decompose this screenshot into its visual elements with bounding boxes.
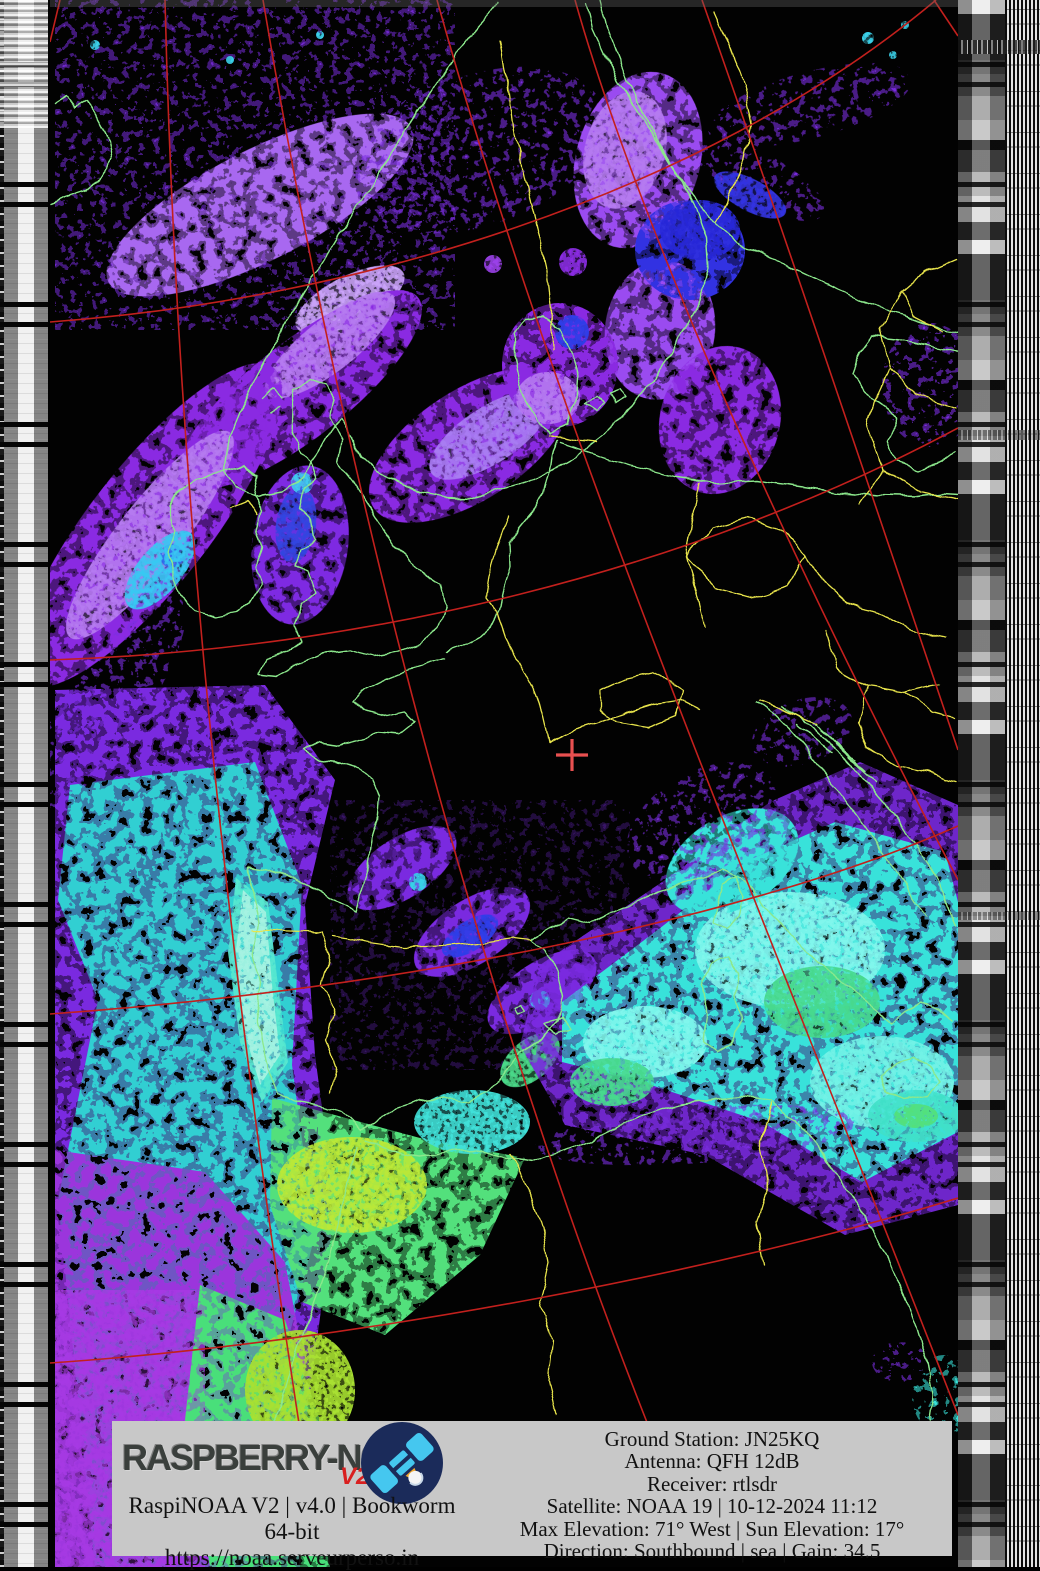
info-banner: RASPBERRY-NOAA V2 RaspiNOAA V2 | v4.0 | … (112, 1421, 952, 1570)
satellite-line: Satellite: NOAA 19 | 10-12-2024 11:12 (546, 1494, 878, 1519)
signal-static-top (0, 0, 50, 128)
cloud-system-mediterranean (520, 697, 958, 1435)
minute-markers-right (958, 0, 1005, 1567)
graticule (50, 0, 958, 1431)
receiver-line: Receiver: rtlsdr (646, 1471, 778, 1496)
antenna-line: Antenna: QFH 12dB (624, 1449, 800, 1474)
noise-row (958, 430, 1040, 440)
logo-badge (361, 1422, 443, 1504)
station-url: https://noaa.serveurperso.in (164, 1545, 420, 1570)
noise-row (958, 912, 1040, 920)
banner-station-info: Ground Station: JN25KQ Antenna: QFH 12dB… (472, 1421, 952, 1563)
raspberry-noaa-logo: RASPBERRY-NOAA (122, 1437, 437, 1478)
sync-train (1005, 0, 1040, 1567)
satellite-icon (370, 1432, 434, 1494)
telemetry-wedge-bar (958, 0, 1005, 1567)
coastlines (50, 0, 958, 1422)
minute-markers-left (0, 0, 50, 1567)
country-borders (229, 11, 958, 1416)
direction-line: Direction: Southbound | sea | Gain: 34.5 (543, 1539, 881, 1564)
sync-row-noise (1005, 0, 1040, 1567)
banner-left-column: RASPBERRY-NOAA V2 RaspiNOAA V2 | v4.0 | … (112, 1421, 472, 1570)
elevation-line: Max Elevation: 71° West | Sun Elevation:… (519, 1516, 905, 1541)
ground-station-marker (556, 739, 588, 771)
scanline-noise (50, 0, 958, 7)
ground-station-line: Ground Station: JN25KQ (604, 1427, 820, 1451)
noise-row (958, 40, 1040, 54)
firmware-version-text: RaspiNOAA V2 | v4.0 | Bookworm 64-bit (128, 1493, 456, 1544)
bar-edge (48, 0, 50, 1567)
apt-sync-bar-left (0, 0, 50, 1567)
